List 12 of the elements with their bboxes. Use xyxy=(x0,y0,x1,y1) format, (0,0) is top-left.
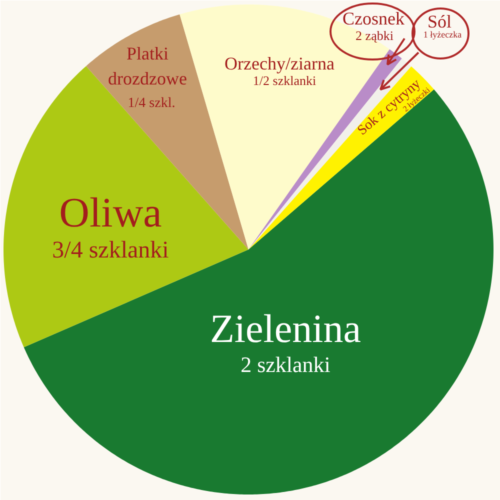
slice-label: Orzechy/ziarna xyxy=(224,54,334,74)
slice-label: Sól xyxy=(427,12,452,32)
text: 3/4 szklanki xyxy=(52,238,170,264)
slice-label: Platki drozdzowe xyxy=(108,44,187,88)
text: 1/2 szklanki xyxy=(252,73,316,88)
text: 2 ząbki xyxy=(356,28,394,43)
slice-label: Oliwa xyxy=(59,190,162,236)
slice-label: Zielenina xyxy=(210,306,362,351)
text: 2 szklanki xyxy=(240,352,330,377)
text: 1/4 szkl. xyxy=(128,96,176,111)
text: 1 łyżeczka xyxy=(423,30,462,40)
slice-label: Czosnek xyxy=(342,8,405,28)
